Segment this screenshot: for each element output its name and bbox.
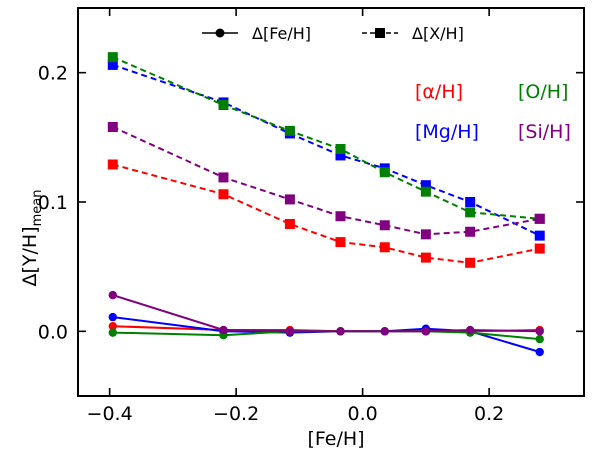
annotation-alpha: [α/H] bbox=[415, 81, 463, 103]
data-point-alpha bbox=[420, 252, 431, 263]
y-tick-label: 0.2 bbox=[38, 63, 68, 85]
y-axis-label-subscript: mean bbox=[30, 190, 45, 227]
annotation-mg: [Mg/H] bbox=[415, 121, 479, 143]
x-tick-label: −0.2 bbox=[213, 403, 259, 425]
data-point-mg bbox=[335, 150, 346, 161]
data-point-o bbox=[335, 143, 346, 154]
x-tick-label: 0.0 bbox=[348, 403, 378, 425]
data-point-o bbox=[107, 52, 118, 63]
data-point-fe-si bbox=[336, 327, 345, 336]
data-point-si bbox=[534, 213, 545, 224]
data-point-si bbox=[379, 220, 390, 231]
data-point-fe-si bbox=[108, 290, 117, 300]
data-point-fe-si bbox=[535, 327, 544, 336]
data-point-alpha bbox=[379, 242, 390, 253]
data-point-mg bbox=[465, 197, 476, 207]
data-point-o bbox=[218, 100, 229, 110]
svg-text:Δ[Y/H]mean: Δ[Y/H]mean bbox=[19, 190, 45, 287]
data-point-fe-si bbox=[380, 327, 389, 336]
data-point-si bbox=[335, 211, 346, 222]
series-line-x-mg bbox=[112, 63, 541, 237]
data-point-si bbox=[107, 121, 118, 132]
data-point-o bbox=[465, 207, 476, 218]
x-tick-label: 0.2 bbox=[474, 403, 504, 425]
plot-area: −0.4 −0.2 0.0 0.2 0.0 0.1 0.2 bbox=[38, 7, 585, 425]
series-line-fe-si bbox=[112, 294, 540, 333]
data-point-alpha bbox=[335, 237, 346, 248]
data-point-fe-si bbox=[219, 325, 228, 335]
data-point-mg bbox=[107, 59, 118, 70]
series-line-x-si bbox=[112, 126, 540, 236]
annotation-o: [O/H] bbox=[518, 81, 568, 103]
data-point-fe-alpha bbox=[108, 321, 117, 331]
x-axis-label: [Fe/H] bbox=[307, 428, 364, 450]
data-point-mg bbox=[420, 180, 431, 191]
data-point-fe-si bbox=[465, 325, 475, 335]
data-point-alpha bbox=[534, 243, 545, 254]
legend-label-fe: Δ[Fe/H] bbox=[252, 24, 311, 43]
data-point-si bbox=[465, 226, 476, 237]
data-point-alpha bbox=[218, 189, 229, 200]
data-point-si bbox=[284, 194, 295, 205]
data-point-alpha bbox=[284, 218, 295, 229]
data-point-fe-o bbox=[108, 328, 117, 337]
legend-marker-circle bbox=[215, 28, 225, 38]
data-point-o bbox=[284, 125, 295, 136]
data-point-si bbox=[218, 172, 229, 183]
y-tick-label: 0.1 bbox=[38, 192, 68, 214]
y-axis-label: Δ[Y/H]mean bbox=[19, 190, 45, 287]
annotation-si: [Si/H] bbox=[518, 121, 571, 143]
data-point-fe-si bbox=[285, 327, 295, 336]
legend-marker-square bbox=[375, 28, 385, 38]
data-point-fe-si bbox=[421, 327, 431, 336]
data-point-o bbox=[420, 186, 431, 197]
x-tick-label: −0.4 bbox=[87, 403, 133, 425]
series-annotations: [α/H] [O/H] [Mg/H] [Si/H] bbox=[415, 81, 571, 143]
series-line-x-alpha bbox=[112, 163, 540, 264]
series-line-x-o bbox=[112, 56, 540, 220]
data-point-alpha bbox=[107, 159, 118, 170]
data-point-fe-o bbox=[535, 334, 544, 344]
data-point-si bbox=[420, 229, 431, 240]
data-point-mg bbox=[534, 230, 545, 241]
data-point-fe-mg bbox=[535, 347, 544, 357]
legend-label-x: Δ[X/H] bbox=[412, 24, 464, 43]
data-point-alpha bbox=[465, 257, 476, 268]
legend: Δ[Fe/H] Δ[X/H] bbox=[202, 24, 464, 43]
data-point-o bbox=[379, 167, 390, 178]
plot-frame bbox=[77, 7, 585, 397]
y-axis-label-main: Δ[Y/H] bbox=[19, 226, 41, 286]
data-point-fe-mg bbox=[108, 312, 117, 322]
y-tick-label: 0.0 bbox=[38, 321, 68, 343]
